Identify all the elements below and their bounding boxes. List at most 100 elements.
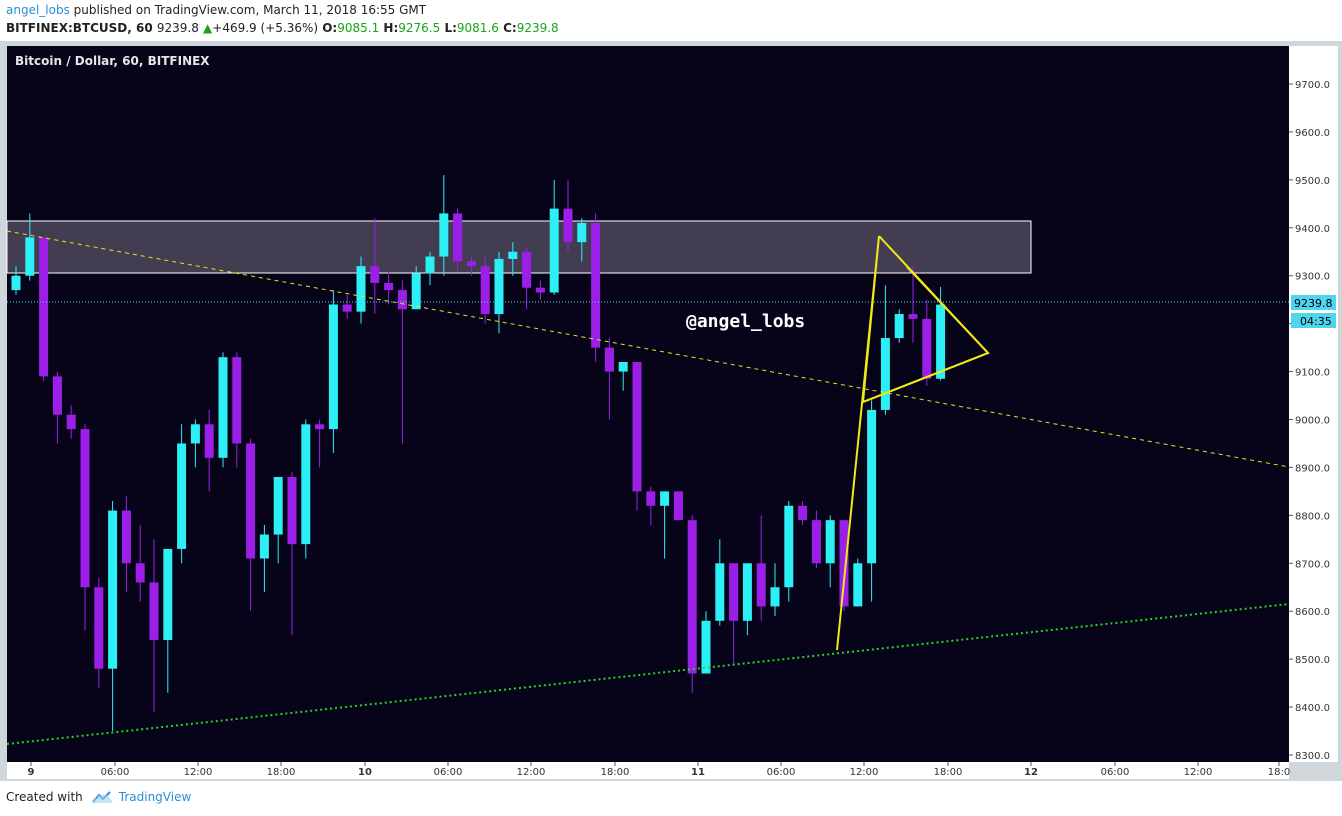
candle-body [494,258,504,315]
candle-body [232,357,242,444]
chart-frame: Bitcoin / Dollar, 60, BITFINEX @angel_lo… [0,41,1342,781]
descending-trendline[interactable] [6,230,1290,468]
candle-body [549,208,559,293]
y-tick-label: 8600.0 [1295,607,1330,618]
y-tick-label: 8500.0 [1295,655,1330,666]
candle [66,405,76,439]
candle-body [604,347,614,372]
x-tick-label: 12 [1024,767,1038,778]
candle [922,299,932,386]
footer: Created with TradingView [6,790,191,804]
candle [177,424,187,564]
candle-body [384,282,394,291]
candle [894,309,904,343]
candle [273,477,283,564]
candle [163,548,173,693]
candle [742,563,752,636]
candle [508,242,518,276]
x-tick-label: 11 [691,767,705,778]
candle [522,246,532,310]
candle-body [742,563,752,621]
candle-body [246,443,256,559]
candle [591,213,601,362]
candle [218,352,228,468]
candle [563,179,573,252]
candle-body [25,237,35,276]
y-tick-label: 8700.0 [1295,559,1330,570]
candle [853,558,863,607]
candle-body [397,290,407,310]
y-tick-label: 9000.0 [1295,416,1330,427]
y-tick-label: 9300.0 [1295,272,1330,283]
candle-body [370,266,380,283]
candle-body [673,491,683,521]
candle [259,524,269,593]
candle [673,491,683,521]
candle [52,371,62,444]
candle-body [11,275,21,291]
candle-body [535,287,545,293]
candle [604,338,614,420]
candle [342,294,352,319]
author-link[interactable]: angel_lobs [6,3,70,17]
x-tick-label: 12:00 [184,767,213,778]
open-label: O: [322,21,338,35]
up-arrow-icon: ▲ [203,21,213,35]
low-label: L: [444,21,457,35]
resistance-zone[interactable] [6,220,1032,274]
published-text: published on TradingView.com, March 11, … [73,3,427,17]
candle-body [577,222,587,243]
candle [356,256,366,324]
candle [39,237,49,382]
candle-body [894,314,904,339]
candle [135,524,145,602]
candle-body [342,304,352,312]
candle-body [784,505,794,588]
candle-body [591,222,601,348]
candle [246,438,256,612]
candle-body [39,237,49,377]
candle [108,500,118,732]
y-tick-label: 9600.0 [1295,128,1330,139]
candle-body [94,587,104,669]
candle-body [480,266,490,315]
candle-body [135,563,145,583]
candle-body [563,208,573,243]
change-value: +469.9 (+5.36%) [212,21,319,35]
candle [384,270,394,305]
candle-body [522,251,532,288]
candle-body [646,491,656,506]
candle-body [425,256,435,274]
candle [480,256,490,324]
candle-body [687,520,697,674]
price-chart[interactable]: Bitcoin / Dollar, 60, BITFINEX @angel_lo… [0,41,1342,781]
candle [25,213,35,281]
tradingview-cloud-icon [91,791,113,803]
x-tick-label: 18:00 [601,767,630,778]
candle [825,515,835,588]
tradingview-link[interactable]: TradingView [118,790,192,804]
price-axis [1289,46,1338,762]
high-label: H: [383,21,399,35]
y-tick-label: 8900.0 [1295,463,1330,474]
candle [646,486,656,525]
candle [784,500,794,602]
candle [94,577,104,688]
candle-body [715,563,725,621]
candle-body [177,443,187,549]
candle [715,539,725,626]
y-axis-ticks: 8300.0 8400.0 8500.0 8600.0 8700.0 8800.0 8900… [1289,80,1330,762]
candle [11,266,21,295]
candle [839,520,849,612]
y-tick-label: 9500.0 [1295,176,1330,187]
open-value: 9085.1 [337,21,380,35]
x-tick-label: 06:00 [101,767,130,778]
candle [149,539,159,712]
publish-info: angel_lobs published on TradingView.com,… [6,3,426,17]
candle-body [259,534,269,559]
candle [908,266,918,343]
chart-title: Bitcoin / Dollar, 60, BITFINEX [15,54,210,68]
candle [425,251,435,286]
low-value: 9081.6 [456,21,499,35]
candle-body [315,424,325,430]
